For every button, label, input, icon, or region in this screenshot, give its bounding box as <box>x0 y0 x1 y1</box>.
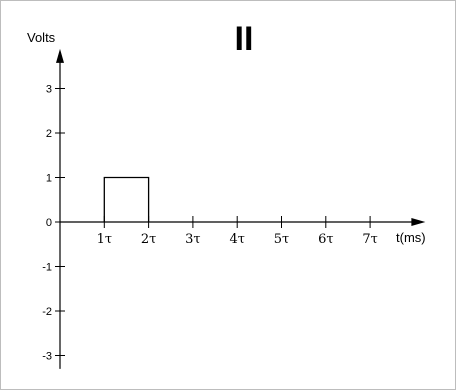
x-tick-label: 4τ <box>229 232 244 247</box>
y-tick-label: -3 <box>42 351 52 363</box>
ticks: 3 2 1 0 -1 -2 -3 1τ 2τ 3τ 4τ 5τ 6τ 7τ <box>42 84 378 363</box>
y-tick-label: 2 <box>46 128 52 140</box>
chart-title: II <box>235 20 254 58</box>
y-tick-label: -1 <box>42 262 52 274</box>
y-tick-label: 0 <box>46 217 52 229</box>
y-axis-arrow <box>56 48 64 63</box>
x-tick-label: 1τ <box>97 232 112 247</box>
signal <box>103 176 150 222</box>
y-axis-label: Volts <box>27 30 56 45</box>
x-tick-label: 7τ <box>362 232 377 247</box>
pulse-line <box>103 176 150 222</box>
y-tick-label: -2 <box>42 306 52 318</box>
x-tick-label: 2τ <box>141 232 156 247</box>
x-axis-label: t(ms) <box>396 230 426 245</box>
x-axis-arrow <box>411 218 426 226</box>
x-tick-label: 5τ <box>274 232 289 247</box>
x-tick-label: 3τ <box>185 232 200 247</box>
axes <box>56 48 426 369</box>
y-tick-label: 1 <box>46 173 52 185</box>
x-tick-label: 6τ <box>318 232 333 247</box>
y-tick-label: 3 <box>46 84 52 96</box>
